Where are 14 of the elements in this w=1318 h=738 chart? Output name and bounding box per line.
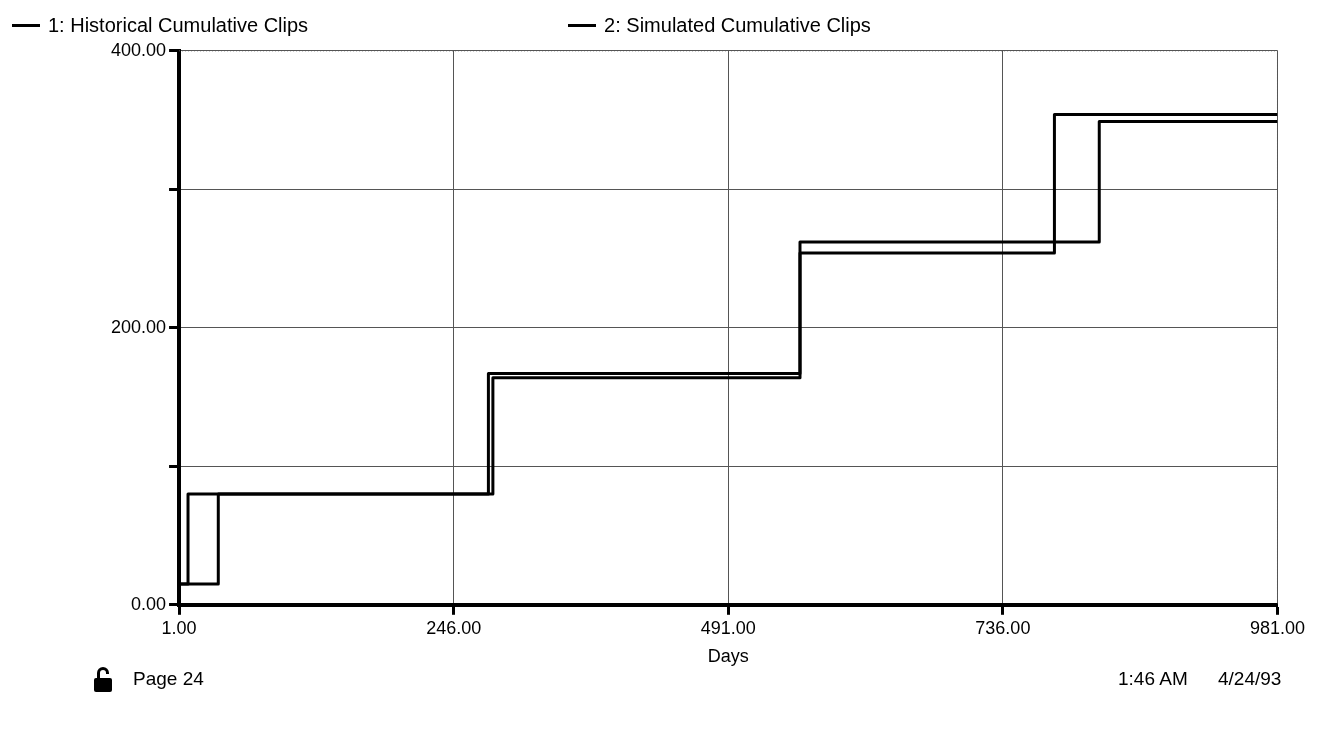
legend-label: 1: Historical Cumulative Clips	[48, 14, 309, 37]
x-tick-label: 1.00	[161, 617, 197, 638]
x-tick-label: 736.00	[975, 617, 1031, 638]
legend-label: 2: Simulated Cumulative Clips	[604, 14, 871, 37]
x-tick-label: 981.00	[1249, 617, 1305, 638]
text: 4/24/93	[1218, 668, 1282, 690]
x-tick-label: 246.00	[426, 617, 482, 638]
text: Page 24	[133, 668, 204, 690]
y-tick-label: 200.00	[110, 316, 167, 337]
y-tick-label: 0.00	[131, 593, 167, 614]
x-axis-title: Days	[707, 646, 749, 667]
text: 1:46 AM	[1118, 668, 1188, 690]
y-tick-label: 400.00	[110, 39, 167, 60]
x-tick-label: 491.00	[700, 617, 756, 638]
